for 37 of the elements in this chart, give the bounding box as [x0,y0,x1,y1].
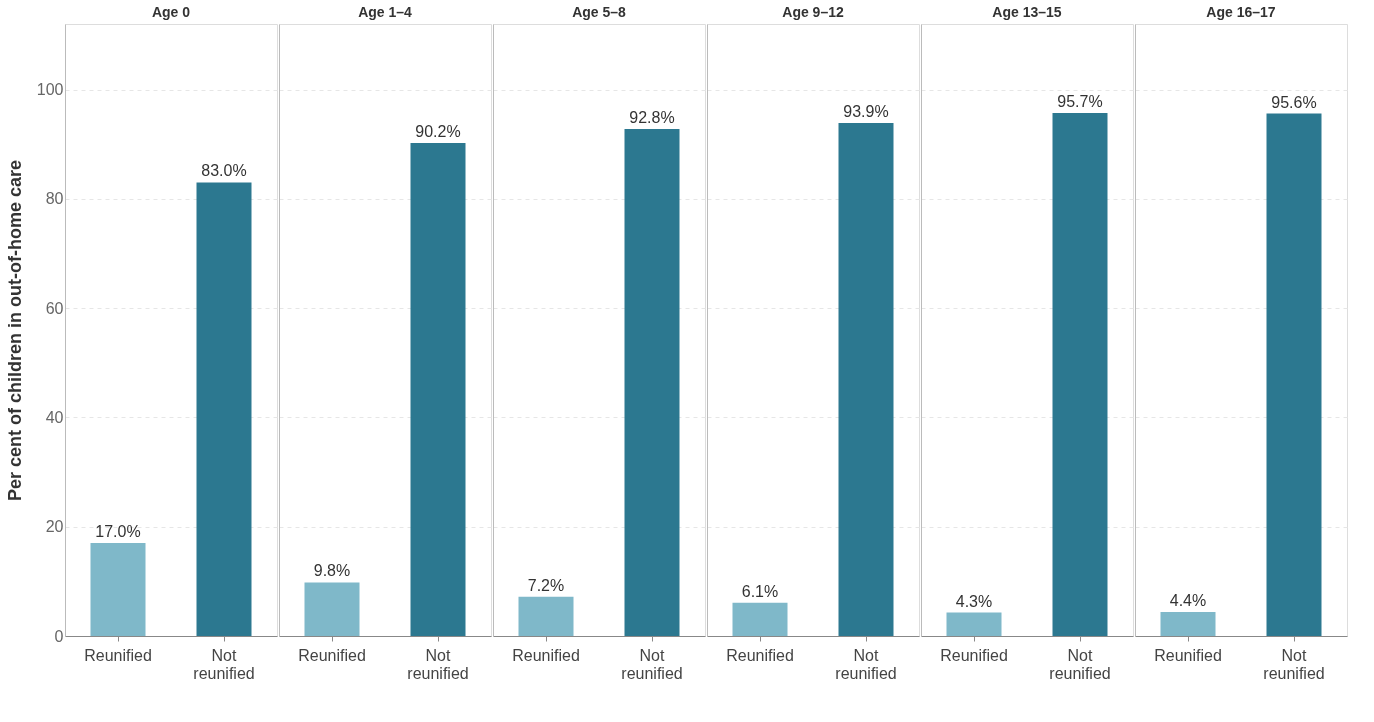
data-label: 93.9% [843,102,889,120]
x-tick-label: Reunified [1154,646,1222,664]
y-tick-label: 100 [36,81,64,99]
x-tick-label: Reunified [84,646,152,664]
chart-title: Age 5–8 [572,4,627,20]
data-label: 95.6% [1271,93,1317,111]
data-label: 17.0% [95,523,141,541]
data-label: 9.8% [313,562,351,580]
data-label: 6.1% [741,582,779,600]
x-tick-label: Reunified [726,646,794,664]
y-tick-label: 60 [45,299,64,317]
chart-title: Age 0 [151,4,191,20]
y-axis-title: Per cent of children in out-of-home care [4,159,25,502]
x-tick-label: Reunified [298,646,366,664]
x-tick-label: Not reunified [193,646,255,682]
chart-title: Age 1–4 [358,4,413,20]
x-tick-label: Not reunified [835,646,897,682]
chart-title: Age 16–17 [1206,4,1276,20]
y-tick-label: 80 [45,190,64,208]
y-tick-label: 40 [45,408,64,426]
data-label: 83.0% [201,162,247,180]
data-label: 92.8% [629,108,675,126]
data-label: 95.7% [1057,93,1103,111]
x-tick-label: Not reunified [621,646,683,682]
chart-title: Age 9–12 [782,4,844,20]
x-tick-label: Not reunified [1263,646,1325,682]
data-label: 90.2% [415,123,461,141]
data-label: 7.2% [527,576,565,594]
data-label: 4.3% [955,592,993,610]
chart-title: Age 13–15 [992,4,1062,20]
x-tick-label: Not reunified [1049,646,1111,682]
data-label: 4.4% [1169,591,1207,609]
x-tick-label: Reunified [940,646,1008,664]
y-tick-label: 0 [54,627,64,645]
x-tick-label: Not reunified [407,646,469,682]
y-tick-label: 20 [45,518,64,536]
x-tick-label: Reunified [512,646,580,664]
